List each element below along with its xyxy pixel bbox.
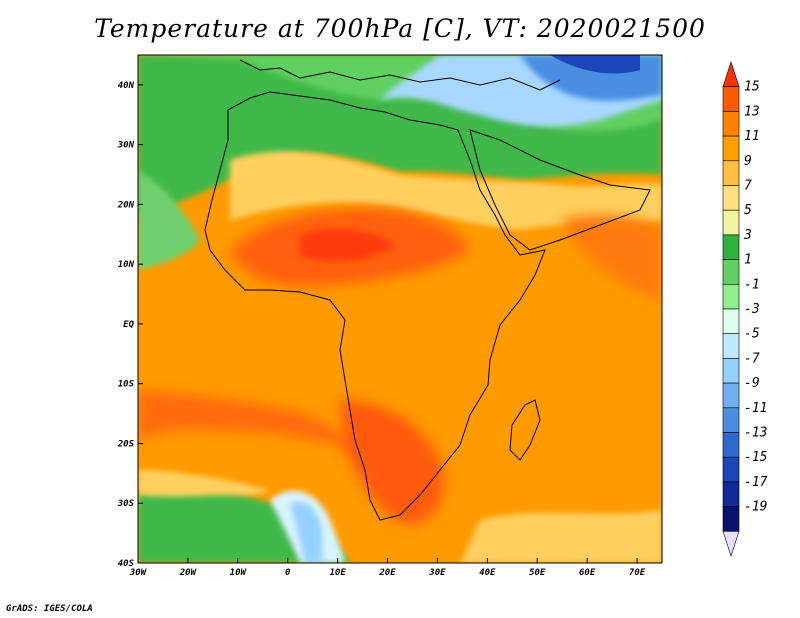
colorbar-label: 1 xyxy=(744,253,752,268)
colorbar-label: -13 xyxy=(744,426,767,441)
colorbar-label: 11 xyxy=(744,129,760,144)
lat-tick-label: 20N xyxy=(117,200,135,210)
colorbar-label: -15 xyxy=(744,450,768,465)
colorbar-segment xyxy=(722,382,740,409)
lon-tick-label: 70E xyxy=(629,568,646,578)
map-title: Temperature at 700hPa [C], VT: 202002150… xyxy=(94,14,706,43)
colorbar-segment xyxy=(722,61,740,87)
colorbar-label: -19 xyxy=(744,500,767,515)
colorbar-segment xyxy=(722,432,740,458)
colorbar-label: -11 xyxy=(744,401,767,416)
colorbar-segment xyxy=(722,86,740,112)
madagascar-coastline xyxy=(509,399,541,461)
lat-tick-label: 10S xyxy=(118,380,135,390)
colorbar-label: 15 xyxy=(744,80,760,95)
lon-tick-label: 30E xyxy=(428,568,446,578)
colorbar-segment xyxy=(722,160,740,186)
lat-tick-label: 10N xyxy=(118,260,135,270)
colorbar-label: 13 xyxy=(744,104,760,119)
colorbar-label: -3 xyxy=(744,302,760,317)
colorbar-segment xyxy=(722,283,740,310)
lat-tick-label: 30N xyxy=(117,141,135,151)
colorbar-segment xyxy=(722,506,740,532)
lat-tick-label: 40S xyxy=(118,559,135,569)
colorbar-label: -1 xyxy=(744,277,760,292)
colorbar-label: -7 xyxy=(744,351,760,366)
africa-coastline xyxy=(204,91,546,521)
arabia-coastline xyxy=(469,129,651,251)
colorbar-segment xyxy=(722,308,740,335)
colorbar-segment xyxy=(722,407,740,433)
lat-tick-label: EQ xyxy=(123,320,134,330)
colorbar-segment xyxy=(722,531,740,557)
temperature-field xyxy=(138,55,662,563)
colorbar-segment xyxy=(722,481,740,507)
lat-tick-label: 40N xyxy=(118,81,135,91)
colorbar-segment xyxy=(722,259,740,285)
colorbar-label: -17 xyxy=(744,475,768,490)
lon-tick-label: 10W xyxy=(230,568,248,578)
colorbar-label: -5 xyxy=(744,327,760,342)
lon-tick-label: 60E xyxy=(579,568,596,578)
lon-tick-label: 20E xyxy=(378,568,396,578)
lon-tick-label: 30W xyxy=(129,568,148,578)
colorbar-segment xyxy=(722,333,740,359)
lat-tick-label: 20S xyxy=(117,439,135,449)
lon-tick-label: 10E xyxy=(329,568,346,578)
colorbar-label: 9 xyxy=(744,154,752,169)
lon-tick-label: 40E xyxy=(479,568,496,578)
credit-label: GrADS: IGES/COLA xyxy=(6,604,93,614)
map-axes: 30W 20W 10W 0 10E 20E 30E 40E 50E 60E 70E 40N 30N 20N… xyxy=(117,81,646,578)
lon-tick-label: 0 xyxy=(285,568,291,578)
lon-tick-label: 20W xyxy=(179,568,198,578)
colorbar-segment xyxy=(722,111,740,137)
colorbar-label: 7 xyxy=(744,179,752,194)
colorbar-label: 3 xyxy=(743,228,752,243)
colorbar-segment xyxy=(722,234,740,260)
colorbar: 15 13 11 9 7 5 3 1 -1 -3 -5 -7 -9 -11 -13 -15 -17 -19 xyxy=(722,61,768,557)
coastlines xyxy=(204,59,651,521)
colorbar-label: -9 xyxy=(744,376,760,391)
lon-tick-label: 50E xyxy=(529,568,546,578)
map-frame xyxy=(137,54,663,564)
colorbar-segment xyxy=(722,135,740,162)
colorbar-segment xyxy=(722,358,740,384)
colorbar-label: 5 xyxy=(744,203,752,218)
lat-tick-label: 30S xyxy=(117,499,135,509)
colorbar-segment xyxy=(722,456,740,483)
europe-coastline xyxy=(239,59,561,91)
colorbar-segment xyxy=(722,209,740,236)
colorbar-segment xyxy=(722,185,740,211)
